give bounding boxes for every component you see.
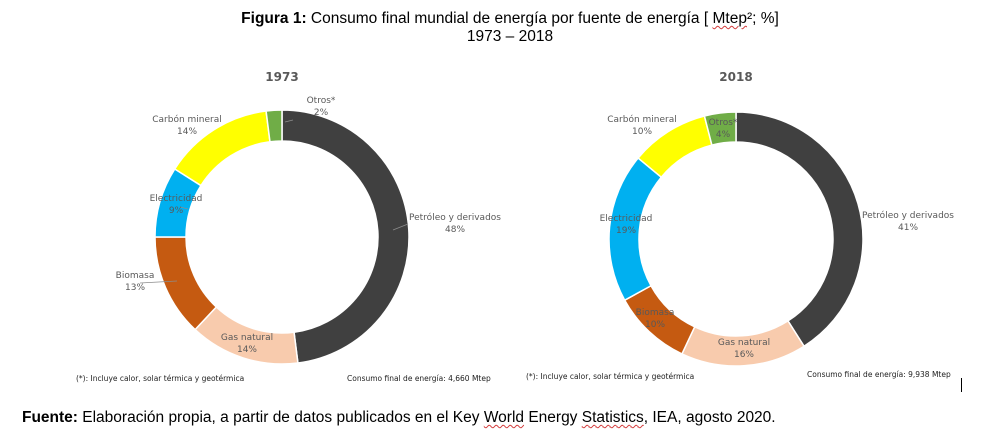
slice-biomasa xyxy=(154,236,218,331)
label-carbon: Carbón mineral 10% xyxy=(607,114,677,138)
label-biomasa: Biomasa 13% xyxy=(116,270,155,294)
leader-line xyxy=(284,119,294,123)
source-text: Elaboración propia, a partir de datos pu… xyxy=(77,409,484,426)
label-gas: Gas natural 16% xyxy=(718,337,770,361)
label-electricidad: Electricidad 19% xyxy=(600,213,653,237)
chart-note: (*): Incluye calor, solar térmica y geot… xyxy=(76,374,245,383)
figure-subtitle: 1973 – 2018 xyxy=(466,28,554,45)
chart-title: 2018 xyxy=(719,70,753,84)
label-gas: Gas natural 14% xyxy=(221,332,273,356)
leader-line xyxy=(392,223,409,231)
chart-title: 1973 xyxy=(265,70,299,84)
label-petroleo-value: 41% xyxy=(897,223,919,233)
label-carbon-name: Carbón mineral xyxy=(152,115,222,125)
label-petroleo: Petróleo y derivados 48% xyxy=(409,212,501,236)
label-carbon: Carbón mineral 14% xyxy=(152,114,222,138)
label-electricidad-value: 19% xyxy=(615,226,637,236)
donut-chart-2018: 2018 Otros* 4% Carbón mineral 10% Electr… xyxy=(490,62,970,392)
figure-title-unit: Mtep xyxy=(712,10,747,27)
source-note: Fuente: Elaboración propia, a partir de … xyxy=(22,409,776,427)
slice-petróleo-y-derivados xyxy=(735,111,864,348)
figure-title-text: Consumo final mundial de energía por fue… xyxy=(306,10,713,27)
label-petroleo: Petróleo y derivados 41% xyxy=(862,210,954,234)
chart-total: Consumo final de energía: 9,938 Mtep xyxy=(807,370,951,379)
chart-note: (*): Incluye calor, solar térmica y geot… xyxy=(526,372,695,381)
source-word-statistics: Statistics xyxy=(581,409,644,426)
label-carbon-value: 14% xyxy=(176,127,198,137)
source-word-world: World xyxy=(483,409,525,426)
label-biomasa-name: Biomasa xyxy=(115,271,155,281)
label-gas-name: Gas natural xyxy=(220,333,274,343)
label-otros-value: 4% xyxy=(715,130,731,140)
figure-title: Figura 1: Consumo final mundial de energ… xyxy=(0,10,993,46)
label-otros-name: Otros* xyxy=(306,96,336,106)
figure-title-bold: Figura 1: xyxy=(241,10,307,27)
label-petroleo-value: 48% xyxy=(444,225,466,235)
donut-chart-1973: 1973 Otros* 2% Carbón mineral 14% Electr… xyxy=(40,62,520,392)
chart-total: Consumo final de energía: 4,660 Mtep xyxy=(347,374,491,383)
label-petroleo-name: Petróleo y derivados xyxy=(862,211,954,221)
label-gas-name: Gas natural xyxy=(717,338,771,348)
figure-title-text-end: ²; %] xyxy=(746,10,779,27)
label-biomasa-name: Biomasa xyxy=(635,308,675,318)
slice-petróleo-y-derivados xyxy=(281,109,410,364)
label-carbon-name: Carbón mineral xyxy=(607,115,677,125)
label-gas-value: 14% xyxy=(236,345,257,355)
source-bold: Fuente: xyxy=(22,409,78,426)
text-cursor xyxy=(961,378,962,392)
donut-svg xyxy=(608,111,864,367)
label-biomasa: Biomasa 10% xyxy=(636,307,675,331)
label-biomasa-value: 10% xyxy=(644,320,666,330)
slice-otros xyxy=(703,111,737,146)
label-otros-value: 2% xyxy=(313,108,329,118)
label-electricidad: Electricidad 9% xyxy=(150,193,203,217)
label-otros: Otros* 2% xyxy=(307,95,336,119)
leader-line xyxy=(179,206,189,210)
source-text-mid: Energy xyxy=(524,409,582,426)
label-gas-value: 16% xyxy=(733,350,754,360)
label-otros: Otros* 4% xyxy=(709,117,738,141)
slice-otros xyxy=(265,109,283,143)
label-carbon-value: 10% xyxy=(631,127,653,137)
label-electricidad-name: Electricidad xyxy=(149,194,203,204)
label-electricidad-value: 9% xyxy=(168,206,184,216)
source-text-end: , IEA, agosto 2020. xyxy=(643,409,776,426)
label-biomasa-value: 13% xyxy=(124,283,146,293)
label-petroleo-name: Petróleo y derivados xyxy=(409,213,501,223)
label-electricidad-name: Electricidad xyxy=(599,214,653,224)
label-otros-name: Otros* xyxy=(708,118,738,128)
leader-line xyxy=(139,280,178,284)
donut-svg xyxy=(139,109,410,365)
